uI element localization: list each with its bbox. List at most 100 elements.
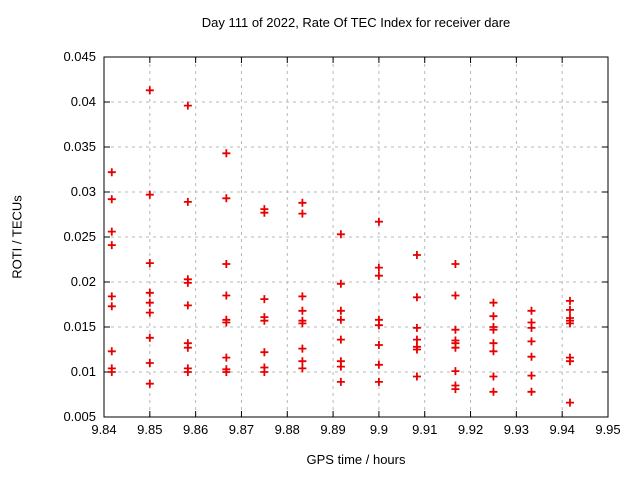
data-point (107, 292, 116, 301)
y-tick-label: 0.025 (63, 229, 96, 244)
data-point (222, 260, 231, 268)
x-tick-label: 9.86 (183, 422, 208, 437)
data-point (412, 335, 421, 344)
data-point (565, 305, 574, 314)
data-point (451, 385, 460, 394)
data-point (527, 323, 536, 332)
data-point (107, 347, 116, 356)
data-point (183, 368, 192, 376)
data-point (489, 339, 498, 348)
data-point (298, 292, 307, 301)
x-tick-label: 9.94 (550, 422, 575, 437)
data-point (260, 295, 269, 304)
data-point (260, 208, 269, 217)
data-point (527, 371, 536, 380)
data-point (298, 357, 307, 366)
data-point (298, 344, 307, 353)
data-point (222, 291, 231, 300)
y-tick-label: 0.03 (71, 184, 96, 199)
data-point (412, 293, 421, 302)
y-tick-label: 0.035 (63, 139, 96, 154)
data-point (298, 209, 307, 218)
data-point (183, 197, 192, 206)
x-tick-label: 9.93 (504, 422, 529, 437)
x-tick-label: 9.85 (137, 422, 162, 437)
data-point (222, 368, 231, 376)
data-point (336, 279, 345, 288)
y-tick-label: 0.04 (71, 94, 96, 109)
data-point (145, 190, 154, 199)
data-point (336, 377, 345, 386)
data-point (260, 368, 269, 376)
data-point (222, 318, 231, 327)
plot-border (103, 56, 609, 418)
x-tick-label: 9.91 (412, 422, 437, 437)
data-point (336, 335, 345, 344)
data-point (374, 263, 383, 272)
data-point (107, 368, 116, 376)
x-tick-label: 9.92 (458, 422, 483, 437)
x-tick-label: 9.87 (229, 422, 254, 437)
data-point (451, 343, 460, 352)
x-tick-label: 9.89 (320, 422, 345, 437)
data-point (260, 348, 269, 357)
data-point (565, 398, 574, 407)
y-tick-label: 0.005 (63, 409, 96, 424)
data-point (412, 323, 421, 332)
data-point (145, 298, 154, 307)
data-point (374, 271, 383, 280)
y-tick-label: 0.015 (63, 319, 96, 334)
data-point (222, 353, 231, 362)
data-point (183, 278, 192, 287)
y-tick-label: 0.01 (71, 364, 96, 379)
data-point (489, 347, 498, 356)
data-point (489, 312, 498, 321)
data-point (145, 308, 154, 317)
data-point (107, 302, 116, 311)
data-point (298, 364, 307, 373)
data-point (145, 333, 154, 342)
data-point (145, 379, 154, 388)
y-tick-label: 0.02 (71, 274, 96, 289)
data-point (489, 372, 498, 381)
x-axis-label: GPS time / hours (306, 452, 406, 467)
data-point (565, 296, 574, 305)
data-point (527, 387, 536, 396)
data-point (412, 372, 421, 381)
y-axis-label: ROTI / TECUs (9, 195, 25, 279)
data-point (298, 306, 307, 315)
data-point (336, 230, 345, 239)
data-point (145, 288, 154, 297)
data-point (412, 251, 421, 259)
data-point (107, 195, 116, 204)
data-point (183, 101, 192, 110)
data-point (145, 86, 154, 95)
data-point (412, 345, 421, 354)
data-point (222, 149, 231, 158)
data-point (374, 341, 383, 349)
data-point (527, 352, 536, 361)
data-point (298, 198, 307, 207)
data-point (374, 217, 383, 226)
data-point (107, 227, 116, 236)
data-point (451, 291, 460, 300)
data-point (183, 343, 192, 352)
data-point (565, 357, 574, 366)
data-point (374, 321, 383, 330)
data-point (489, 387, 498, 396)
data-point (527, 337, 536, 346)
data-point (107, 241, 116, 250)
x-tick-label: 9.84 (91, 422, 116, 437)
x-tick-label: 9.9 (370, 422, 388, 437)
data-point (145, 359, 154, 367)
data-point (183, 301, 192, 310)
data-point (145, 259, 154, 268)
y-tick-label: 0.045 (63, 49, 96, 64)
data-point (451, 260, 460, 268)
data-point (336, 306, 345, 315)
data-point (489, 325, 498, 334)
x-tick-label: 9.88 (275, 422, 300, 437)
data-point (374, 360, 383, 369)
data-point (374, 377, 383, 386)
data-point (336, 315, 345, 324)
